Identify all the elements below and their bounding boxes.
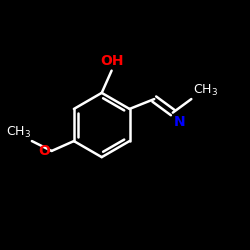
Text: N: N xyxy=(174,115,186,129)
Text: CH$_3$: CH$_3$ xyxy=(6,125,31,140)
Text: OH: OH xyxy=(100,54,123,68)
Text: CH$_3$: CH$_3$ xyxy=(192,83,218,98)
Text: O: O xyxy=(38,144,50,158)
